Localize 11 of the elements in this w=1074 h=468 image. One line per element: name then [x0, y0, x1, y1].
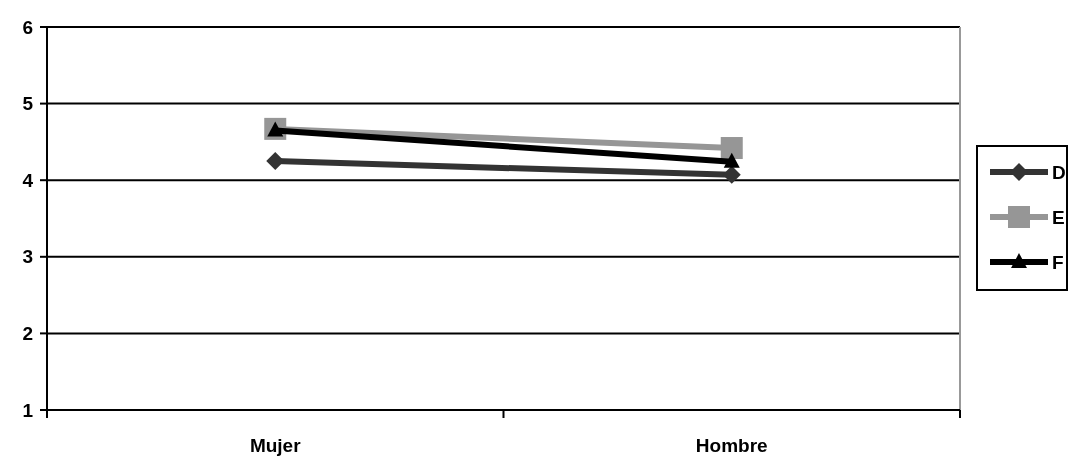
- x-tick-label: Mujer: [249, 435, 302, 456]
- legend-label: E: [1052, 206, 1065, 228]
- legend-label: D: [1052, 161, 1066, 183]
- y-tick-label: 5: [22, 93, 34, 115]
- y-tick-label: 4: [22, 169, 34, 191]
- y-tick-label: 2: [22, 323, 33, 345]
- y-tick-label: 3: [22, 246, 33, 268]
- legend-label: F: [1052, 251, 1064, 273]
- x-tick-label: Hombre: [695, 435, 768, 456]
- y-tick-label: 6: [22, 16, 33, 38]
- y-tick-label: 1: [22, 399, 34, 421]
